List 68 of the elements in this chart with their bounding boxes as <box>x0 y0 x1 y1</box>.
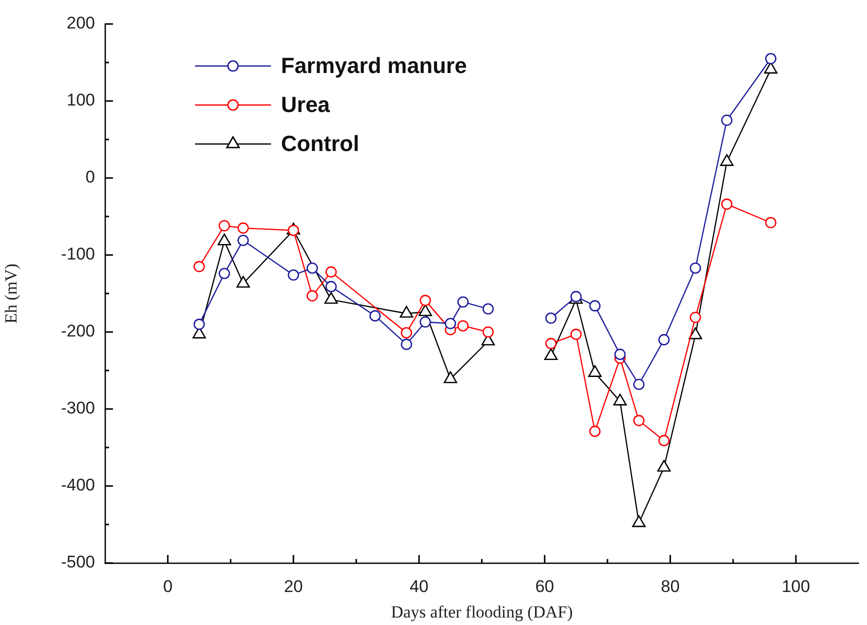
y-tick-label: -400 <box>60 476 95 495</box>
point <box>218 220 230 232</box>
point <box>306 290 318 302</box>
y-axis-title: Eh (mV) <box>2 264 21 324</box>
point <box>288 269 300 281</box>
y-tick-label: -500 <box>60 552 95 572</box>
point <box>570 328 582 340</box>
point <box>400 306 414 318</box>
x-tick-label: 80 <box>660 576 680 596</box>
point <box>218 268 230 280</box>
point <box>288 224 300 236</box>
point <box>588 365 602 377</box>
y-tick-label: 100 <box>66 90 95 110</box>
point <box>544 348 558 360</box>
point <box>418 304 432 316</box>
point <box>324 292 338 304</box>
y-tick-label: 200 <box>66 14 95 33</box>
point <box>457 296 469 308</box>
point <box>690 262 702 274</box>
point <box>400 338 412 350</box>
point <box>633 378 645 390</box>
point <box>688 327 702 340</box>
point <box>589 300 601 312</box>
point <box>633 414 645 426</box>
point <box>238 234 249 246</box>
point <box>238 222 249 234</box>
point <box>482 303 494 315</box>
point <box>194 318 205 330</box>
x-tick-label: 20 <box>284 576 303 596</box>
point <box>721 198 732 210</box>
point <box>306 262 318 274</box>
x-tick-label: 100 <box>782 576 810 596</box>
point <box>325 280 337 292</box>
y-tick-label: -200 <box>60 322 95 341</box>
point <box>632 515 646 528</box>
point <box>658 434 670 446</box>
point <box>614 348 626 360</box>
point <box>194 260 205 272</box>
point <box>613 394 627 406</box>
point <box>765 217 776 228</box>
y-tick-label: -300 <box>60 398 95 418</box>
x-axis-title: Days after flooding (DAF) <box>390 602 573 622</box>
x-tick-label: 0 <box>163 576 173 596</box>
point <box>444 318 456 330</box>
y-tick-label: -100 <box>60 244 95 264</box>
point <box>457 320 469 332</box>
point <box>325 266 337 278</box>
point <box>420 294 431 306</box>
x-tick-label: 40 <box>410 576 429 596</box>
point <box>690 312 702 324</box>
point <box>400 327 412 338</box>
point <box>765 53 776 64</box>
point <box>721 114 732 126</box>
point <box>420 316 431 328</box>
legend-label: Urea <box>281 92 331 118</box>
legend-label: Control <box>281 131 360 156</box>
point <box>545 312 557 324</box>
point <box>545 338 557 350</box>
x-tick-label: 60 <box>535 576 554 596</box>
point <box>482 326 494 338</box>
point <box>369 310 381 322</box>
legend-label: Farmyard manure <box>281 53 467 78</box>
y-tick-label: 0 <box>86 168 95 187</box>
point <box>589 426 601 437</box>
point <box>444 371 458 384</box>
point <box>236 276 250 288</box>
point <box>657 460 671 472</box>
point <box>658 334 670 346</box>
